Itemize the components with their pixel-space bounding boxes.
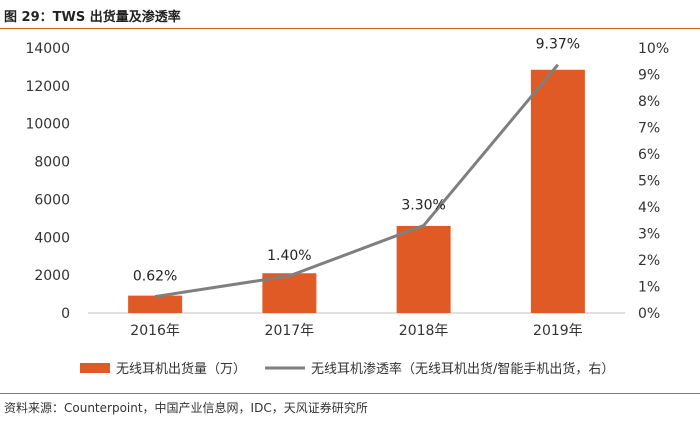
right-axis-tick: 9% bbox=[638, 68, 660, 84]
right-axis-tick: 6% bbox=[638, 147, 660, 163]
left-axis-tick: 14000 bbox=[25, 41, 70, 57]
x-axis-tick: 2018年 bbox=[399, 323, 449, 339]
legend-label-bar: 无线耳机出货量（万） bbox=[116, 361, 246, 377]
left-axis-tick: 2000 bbox=[34, 268, 70, 284]
legend-label-line: 无线耳机渗透率（无线耳机出货/智能手机出货，右） bbox=[311, 361, 614, 377]
line-data-label: 9.37% bbox=[536, 37, 580, 53]
right-axis-tick: 7% bbox=[638, 121, 660, 137]
bar bbox=[128, 295, 183, 313]
right-axis-tick: 8% bbox=[638, 94, 660, 110]
right-axis-tick: 10% bbox=[638, 41, 669, 57]
top-divider bbox=[0, 28, 700, 29]
line-data-label: 0.62% bbox=[133, 269, 177, 285]
x-axis-tick: 2017年 bbox=[265, 323, 315, 339]
legend: 无线耳机出货量（万） 无线耳机渗透率（无线耳机出货/智能手机出货，右） bbox=[80, 361, 614, 377]
right-axis-tick: 0% bbox=[638, 306, 660, 322]
x-axis-tick: 2019年 bbox=[533, 323, 583, 339]
right-axis-tick: 5% bbox=[638, 174, 660, 190]
left-axis-ticks: 0 2000 4000 6000 8000 10000 12000 14000 bbox=[25, 41, 70, 322]
right-axis-tick: 2% bbox=[638, 253, 660, 269]
left-axis-tick: 4000 bbox=[34, 230, 70, 246]
right-axis-tick: 4% bbox=[638, 200, 660, 216]
line-data-label: 3.30% bbox=[401, 198, 445, 214]
legend-swatch-bar bbox=[80, 363, 110, 373]
left-axis-tick: 6000 bbox=[34, 192, 70, 208]
left-axis-tick: 8000 bbox=[34, 155, 70, 171]
source-note: 资料来源：Counterpoint，中国产业信息网，IDC，天风证券研究所 bbox=[4, 401, 368, 415]
x-axis-tick: 2016年 bbox=[130, 323, 180, 339]
bar bbox=[396, 225, 451, 313]
right-axis-tick: 3% bbox=[638, 227, 660, 243]
left-axis-tick: 0 bbox=[61, 306, 70, 322]
bottom-divider bbox=[0, 393, 700, 394]
line-data-labels: 0.62% 1.40% 3.30% 9.37% bbox=[133, 37, 580, 285]
bar bbox=[530, 69, 585, 314]
right-axis-ticks: 0% 1% 2% 3% 4% 5% 6% 7% 8% 9% 10% bbox=[638, 41, 669, 322]
left-axis-tick: 12000 bbox=[25, 79, 70, 95]
line-data-label: 1.40% bbox=[267, 248, 311, 264]
x-axis-ticks: 2016年 2017年 2018年 2019年 bbox=[130, 323, 582, 339]
bar-series bbox=[128, 69, 585, 314]
combo-chart: 0 2000 4000 6000 8000 10000 12000 14000 0% 1% 2% 3… bbox=[25, 37, 669, 377]
left-axis-tick: 10000 bbox=[25, 117, 70, 133]
right-axis-tick: 1% bbox=[638, 280, 660, 296]
penetration-line bbox=[154, 63, 560, 299]
line-series bbox=[154, 63, 560, 299]
figure-title: 图 29：TWS 出货量及渗透率 bbox=[4, 10, 181, 25]
